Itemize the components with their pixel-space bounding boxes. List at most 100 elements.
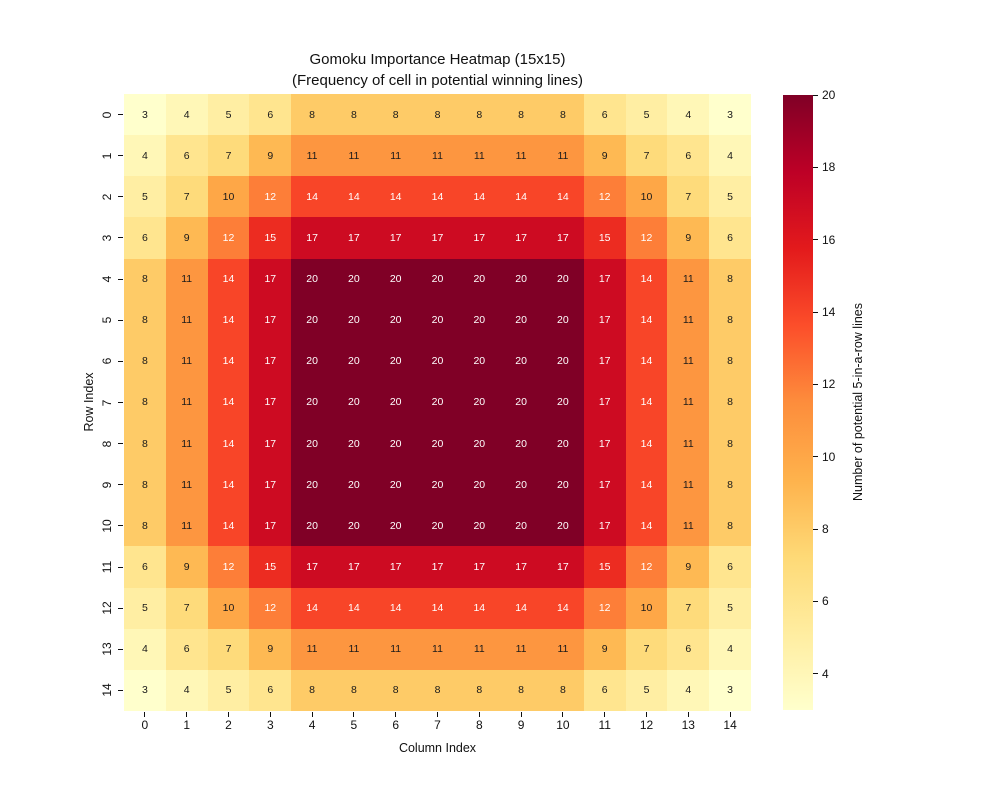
heatmap-cell: 17 [249, 464, 292, 506]
heatmap-cell: 14 [458, 587, 501, 629]
heatmap-cell: 6 [165, 628, 208, 670]
heatmap-cell: 11 [416, 135, 459, 177]
heatmap-cell: 20 [416, 423, 459, 465]
heatmap-cell: 14 [207, 505, 250, 547]
heatmap-cell: 8 [332, 669, 375, 711]
tick-mark [604, 712, 606, 717]
heatmap-cell: 7 [165, 587, 208, 629]
heatmap-cell: 20 [374, 258, 417, 300]
heatmap-cell: 20 [541, 505, 584, 547]
heatmap-cell: 11 [165, 505, 208, 547]
heatmap-cell: 14 [291, 587, 333, 629]
heatmap-cell: 5 [709, 176, 751, 218]
heatmap-cell: 20 [332, 299, 375, 341]
heatmap-cell: 11 [458, 135, 501, 177]
heatmap-cell: 11 [667, 258, 710, 300]
heatmap-cell: 14 [207, 464, 250, 506]
y-tick-label: 1 [100, 152, 114, 160]
heatmap-cell: 14 [207, 381, 250, 424]
heatmap-cell: 8 [332, 94, 375, 136]
heatmap-cell: 11 [667, 464, 710, 506]
heatmap-cell: 5 [625, 94, 668, 136]
heatmap-cell: 11 [332, 135, 375, 177]
heatmap-cell: 20 [500, 464, 542, 506]
tick-mark [118, 525, 123, 527]
heatmap-cell: 14 [207, 258, 250, 300]
heatmap-cell: 6 [667, 135, 710, 177]
x-tick-label: 0 [141, 718, 149, 732]
heatmap-cell: 17 [583, 423, 626, 465]
heatmap-cell: 15 [583, 546, 626, 588]
tick-mark [118, 237, 123, 239]
heatmap-cell: 12 [207, 217, 250, 259]
tick-mark [813, 456, 818, 458]
heatmap-cell: 8 [500, 94, 542, 136]
heatmap-cell: 9 [165, 546, 208, 588]
y-tick-label: 5 [100, 316, 114, 324]
tick-mark [118, 278, 123, 280]
tick-mark [118, 360, 123, 362]
tick-mark [118, 196, 123, 198]
colorbar-tick-label: 12 [822, 377, 836, 392]
heatmap-cell: 17 [249, 423, 292, 465]
heatmap-cell: 7 [667, 587, 710, 629]
heatmap-cell: 6 [667, 628, 710, 670]
heatmap-cell: 6 [124, 546, 166, 588]
tick-mark [813, 94, 818, 96]
y-tick-label: 8 [100, 440, 114, 447]
heatmap-cell: 14 [332, 587, 375, 629]
heatmap-cell: 8 [709, 340, 751, 382]
heatmap-cell: 17 [583, 464, 626, 506]
heatmap-cell: 5 [207, 669, 250, 711]
y-tick-label: 14 [100, 683, 114, 698]
heatmap-cell: 8 [291, 94, 333, 136]
heatmap-cell: 17 [583, 258, 626, 300]
x-tick-label: 12 [639, 718, 654, 732]
heatmap-cell: 3 [124, 94, 166, 136]
heatmap-cell: 11 [291, 135, 333, 177]
heatmap-cell: 15 [583, 217, 626, 259]
heatmap-cell: 20 [374, 505, 417, 547]
x-tick-label: 4 [308, 718, 316, 732]
y-tick-label: 6 [100, 358, 114, 365]
heatmap-cell: 20 [332, 505, 375, 547]
heatmap-cell: 14 [207, 299, 250, 341]
heatmap-cell: 11 [667, 505, 710, 547]
heatmap-cell: 14 [500, 176, 542, 218]
heatmap-cell: 11 [500, 628, 542, 670]
heatmap-cell: 7 [625, 135, 668, 177]
tick-mark [813, 528, 818, 530]
heatmap-cell: 4 [709, 135, 751, 177]
heatmap-cell: 10 [625, 176, 668, 218]
y-tick-label: 0 [100, 111, 114, 118]
heatmap-cell: 6 [583, 94, 626, 136]
heatmap-cell: 17 [374, 546, 417, 588]
tick-mark [228, 712, 229, 717]
heatmap-cell: 11 [667, 381, 710, 424]
heatmap-cell: 20 [416, 340, 459, 382]
tick-mark [478, 712, 480, 717]
tick-mark [353, 712, 355, 717]
heatmap-grid: 3 4 5 6 8 8 8 8 8 8 8 6 5 4 3 4 6 7 9 11 11 11 11 11 11 11 9 7 6 4 5 7 1… [124, 94, 751, 711]
tick-mark [118, 566, 123, 568]
heatmap-cell: 14 [625, 340, 668, 382]
heatmap-cell: 8 [124, 258, 166, 300]
heatmap-cell: 20 [332, 381, 375, 424]
heatmap-cell: 11 [458, 628, 501, 670]
heatmap-cell: 20 [416, 505, 459, 547]
tick-mark [729, 712, 731, 717]
x-tick-label: 13 [681, 718, 695, 732]
chart-title-line2: (Frequency of cell in potential winning … [292, 72, 583, 89]
heatmap-cell: 8 [416, 669, 459, 711]
heatmap-cell: 14 [541, 176, 584, 218]
colorbar-tick-label: 4 [822, 666, 829, 681]
heatmap-cell: 6 [165, 135, 208, 177]
heatmap-cell: 11 [500, 135, 542, 177]
tick-mark [813, 239, 818, 241]
heatmap-cell: 17 [583, 340, 626, 382]
heatmap-cell: 20 [416, 299, 459, 341]
heatmap-cell: 20 [374, 299, 417, 341]
heatmap-cell: 10 [207, 587, 250, 629]
tick-mark [118, 648, 123, 650]
heatmap-cell: 8 [500, 669, 542, 711]
